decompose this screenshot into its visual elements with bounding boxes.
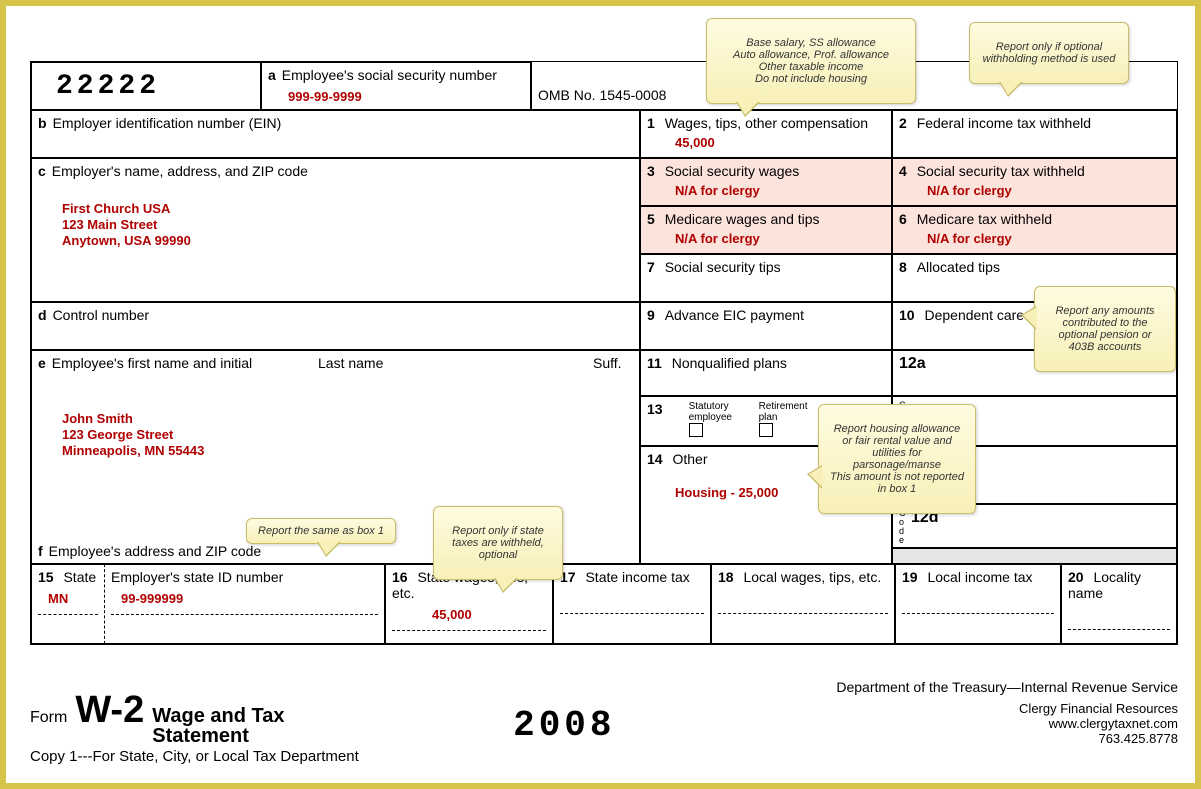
box-20: 20 Locality name <box>1061 564 1177 644</box>
box-6-label: Medicare tax withheld <box>917 211 1052 227</box>
form-footer: Form W-2 Wage and Tax Statement 2008 Dep… <box>30 679 1178 765</box>
box-15-state-val: MN <box>48 591 98 606</box>
box-16-value: 45,000 <box>432 607 546 622</box>
box-1-label: Wages, tips, other compensation <box>665 115 868 131</box>
box-11-label: Nonqualified plans <box>672 355 787 371</box>
callout-box5: Report the same as box 1 <box>246 518 396 544</box>
box-d: dControl number <box>31 302 640 350</box>
wage-statement: Wage and Tax Statement <box>152 706 292 746</box>
box-15-ein-val: 99-999999 <box>121 591 378 606</box>
form-word: Form <box>30 709 67 727</box>
box-4: 4 Social security tax withheld N/A for c… <box>892 158 1177 206</box>
employee-line1: John Smith <box>62 411 633 427</box>
callout-box1: Base salary, SS allowance Auto allowance… <box>706 18 916 104</box>
box-c-label: Employer's name, address, and ZIP code <box>52 163 308 179</box>
box-7-label: Social security tips <box>665 259 781 275</box>
box-a: aEmployee's social security number 999-9… <box>261 62 531 110</box>
box-15-ein: Employer's state ID number 99-999999 <box>105 564 385 644</box>
w2-form-page: 22222 aEmployee's social security number… <box>0 0 1201 789</box>
employer-line3: Anytown, USA 99990 <box>62 233 633 249</box>
box-5-value: N/A for clergy <box>675 231 885 246</box>
box-e-suff: Suff. <box>593 355 633 371</box>
callout-5-text: Report the same as box 1 <box>258 525 384 537</box>
box-5-label: Medicare wages and tips <box>665 211 820 227</box>
box-17-label: State income tax <box>585 569 689 585</box>
callout-2-text: Report only if optional withholding meth… <box>983 41 1116 65</box>
omb-label: OMB No. 1545-0008 <box>538 87 666 103</box>
gray-strip <box>892 548 1177 564</box>
void-code-cell: 22222 <box>31 62 261 110</box>
box-b-label: Employer identification number (EIN) <box>53 115 282 131</box>
box-e-last: Last name <box>318 355 593 371</box>
box-a-value: 999-99-9999 <box>288 89 524 104</box>
tax-year: 2008 <box>513 705 615 746</box>
callout-box3: Report any amounts contributed to the op… <box>1034 286 1176 372</box>
box-18: 18 Local wages, tips, etc. <box>711 564 895 644</box>
box-c: cEmployer's name, address, and ZIP code … <box>31 158 640 302</box>
box-a-label: Employee's social security number <box>282 67 497 83</box>
box-6-value: N/A for clergy <box>927 231 1170 246</box>
box-3-label: Social security wages <box>665 163 800 179</box>
copy-line: Copy 1---For State, City, or Local Tax D… <box>30 748 1178 765</box>
box-17: 17 State income tax <box>553 564 711 644</box>
box-6: 6 Medicare tax withheld N/A for clergy <box>892 206 1177 254</box>
box-11: 11 Nonqualified plans <box>640 350 892 396</box>
employer-line1: First Church USA <box>62 201 633 217</box>
box-1-value: 45,000 <box>675 135 885 150</box>
box-2-label: Federal income tax withheld <box>917 115 1091 131</box>
box-3: 3 Social security wages N/A for clergy <box>640 158 892 206</box>
w2-title: W-2 <box>75 689 144 732</box>
box-3-value: N/A for clergy <box>675 183 885 198</box>
callout-6-text: Report only if state taxes are withheld,… <box>452 525 544 561</box>
box-1: 1 Wages, tips, other compensation 45,000 <box>640 110 892 158</box>
box-14-label: Other <box>672 451 707 467</box>
box-18-label: Local wages, tips, etc. <box>743 569 881 585</box>
box-9: 9 Advance EIC payment <box>640 302 892 350</box>
box-12a-label: 12a <box>899 355 926 372</box>
clergy-2: www.clergytaxnet.com <box>836 716 1178 731</box>
box-4-label: Social security tax withheld <box>917 163 1085 179</box>
box-15-label: State <box>63 569 96 585</box>
box-5: 5 Medicare wages and tips N/A for clergy <box>640 206 892 254</box>
clergy-1: Clergy Financial Resources <box>836 701 1178 716</box>
box-e-first: Employee's first name and initial <box>52 355 252 371</box>
dept-treasury: Department of the Treasury—Internal Reve… <box>836 679 1178 695</box>
box-19-label: Local income tax <box>927 569 1032 585</box>
box-13-ret: Retirement plan <box>759 401 808 423</box>
employer-line2: 123 Main Street <box>62 217 633 233</box>
box-9-label: Advance EIC payment <box>665 307 804 323</box>
callout-box6: Report only if state taxes are withheld,… <box>433 506 563 580</box>
box-7: 7 Social security tips <box>640 254 892 302</box>
box-19: 19 Local income tax <box>895 564 1061 644</box>
code-label-12d: C o d e <box>899 509 911 545</box>
box-15-ein-label: Employer's state ID number <box>111 569 378 585</box>
callout-box2: Report only if optional withholding meth… <box>969 22 1129 84</box>
box-13-stat: Statutory employee <box>689 401 732 423</box>
box-15-state: 15 State MN <box>31 564 105 644</box>
box-4-value: N/A for clergy <box>927 183 1170 198</box>
callout-4-text: Report housing allowance or fair rental … <box>830 423 964 495</box>
box-f-label: Employee's address and ZIP code <box>49 543 262 559</box>
callout-box4: Report housing allowance or fair rental … <box>818 404 976 514</box>
clergy-3: 763.425.8778 <box>836 731 1178 746</box>
box-10-label: Dependent care <box>924 307 1024 323</box>
box-d-label: Control number <box>53 307 150 323</box>
box-2: 2 Federal income tax withheld <box>892 110 1177 158</box>
box-8-label: Allocated tips <box>917 259 1000 275</box>
callout-1-text: Base salary, SS allowance Auto allowance… <box>733 37 889 85</box>
statutory-checkbox[interactable] <box>689 423 703 437</box>
box-b: bEmployer identification number (EIN) <box>31 110 640 158</box>
retirement-checkbox[interactable] <box>759 423 773 437</box>
form-table: 22222 aEmployee's social security number… <box>30 61 1178 645</box>
void-code: 22222 <box>56 71 160 102</box>
employee-line3: Minneapolis, MN 55443 <box>62 443 633 459</box>
employee-line2: 123 George Street <box>62 427 633 443</box>
callout-3-text: Report any amounts contributed to the op… <box>1055 305 1154 353</box>
